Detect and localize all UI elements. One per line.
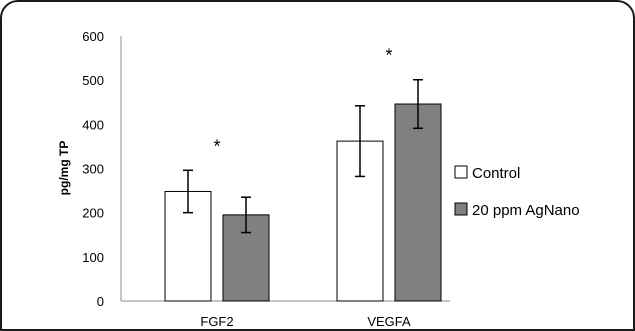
legend-swatch bbox=[454, 202, 468, 216]
legend: Control 20 ppm AgNano bbox=[454, 165, 580, 219]
y-tick-label: 100 bbox=[82, 250, 104, 265]
x-tick-label: VEGFA bbox=[367, 314, 411, 329]
y-tick-label: 500 bbox=[82, 73, 104, 88]
x-tick-label: FGF2 bbox=[200, 314, 233, 329]
bars: ** bbox=[164, 46, 442, 302]
y-tick-label: 600 bbox=[82, 29, 104, 44]
legend-entry: Control bbox=[472, 165, 520, 182]
bar-20-ppm-agnano-vegfa bbox=[394, 103, 442, 302]
significance-annotation: * bbox=[213, 136, 220, 156]
legend-entry: 20 ppm AgNano bbox=[472, 202, 580, 219]
y-tick-labels: 0 100 200 300 400 500 600 bbox=[82, 29, 104, 309]
y-tick-label: 0 bbox=[97, 294, 104, 309]
y-tick-label: 300 bbox=[82, 162, 104, 177]
y-tick-label: 200 bbox=[82, 206, 104, 221]
legend-swatch bbox=[454, 165, 468, 179]
significance-annotation: * bbox=[385, 46, 392, 66]
x-tick-labels: FGF2 VEGFA bbox=[200, 314, 411, 329]
y-axis-label: pg/mg TP bbox=[57, 141, 71, 196]
y-tick-label: 400 bbox=[82, 117, 104, 132]
